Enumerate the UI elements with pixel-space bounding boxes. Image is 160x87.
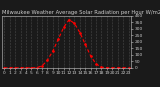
Text: Milwaukee Weather Average Solar Radiation per Hour W/m2 (Last 24 Hours): Milwaukee Weather Average Solar Radiatio… bbox=[2, 10, 160, 15]
